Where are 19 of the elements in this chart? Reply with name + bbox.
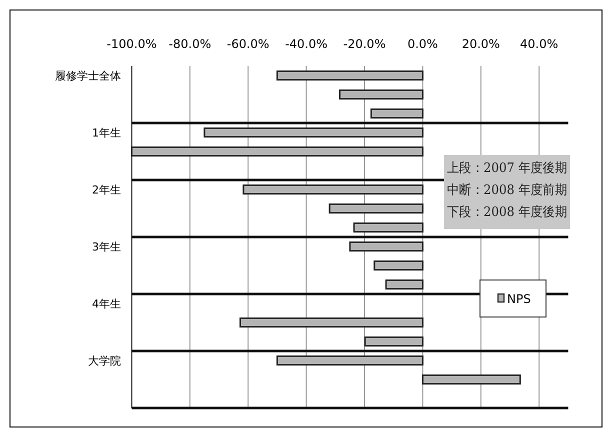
x-tick-label: -40.0% [285, 37, 328, 51]
y-tick-label: 大学院 [88, 354, 121, 368]
y-tick-label: 履修学士全体 [55, 70, 121, 82]
x-tick-label: 0.0% [407, 37, 438, 51]
x-tick-label: -100.0% [106, 37, 157, 51]
y-tick-label: 2年生 [92, 184, 121, 196]
y-tick-label: 3年生 [92, 240, 121, 254]
legend: NPS [480, 280, 546, 318]
x-tick-label: 40.0% [520, 37, 558, 51]
x-tick-label: -80.0% [168, 37, 212, 51]
x-tick-label: -20.0% [343, 37, 386, 51]
y-tick-label: 4年生 [92, 298, 121, 310]
y-tick-label: 1年生 [92, 126, 121, 140]
annotation: 下段：2008 年度後期 [447, 204, 576, 220]
x-tick-label: 20.0% [462, 37, 500, 51]
annotation: 上段：2007 年度後期 [447, 160, 576, 176]
x-tick-label: -60.0% [226, 37, 270, 51]
annotation: 中断：2008 年度前期 [447, 182, 576, 198]
legend-label: NPS [507, 292, 531, 306]
